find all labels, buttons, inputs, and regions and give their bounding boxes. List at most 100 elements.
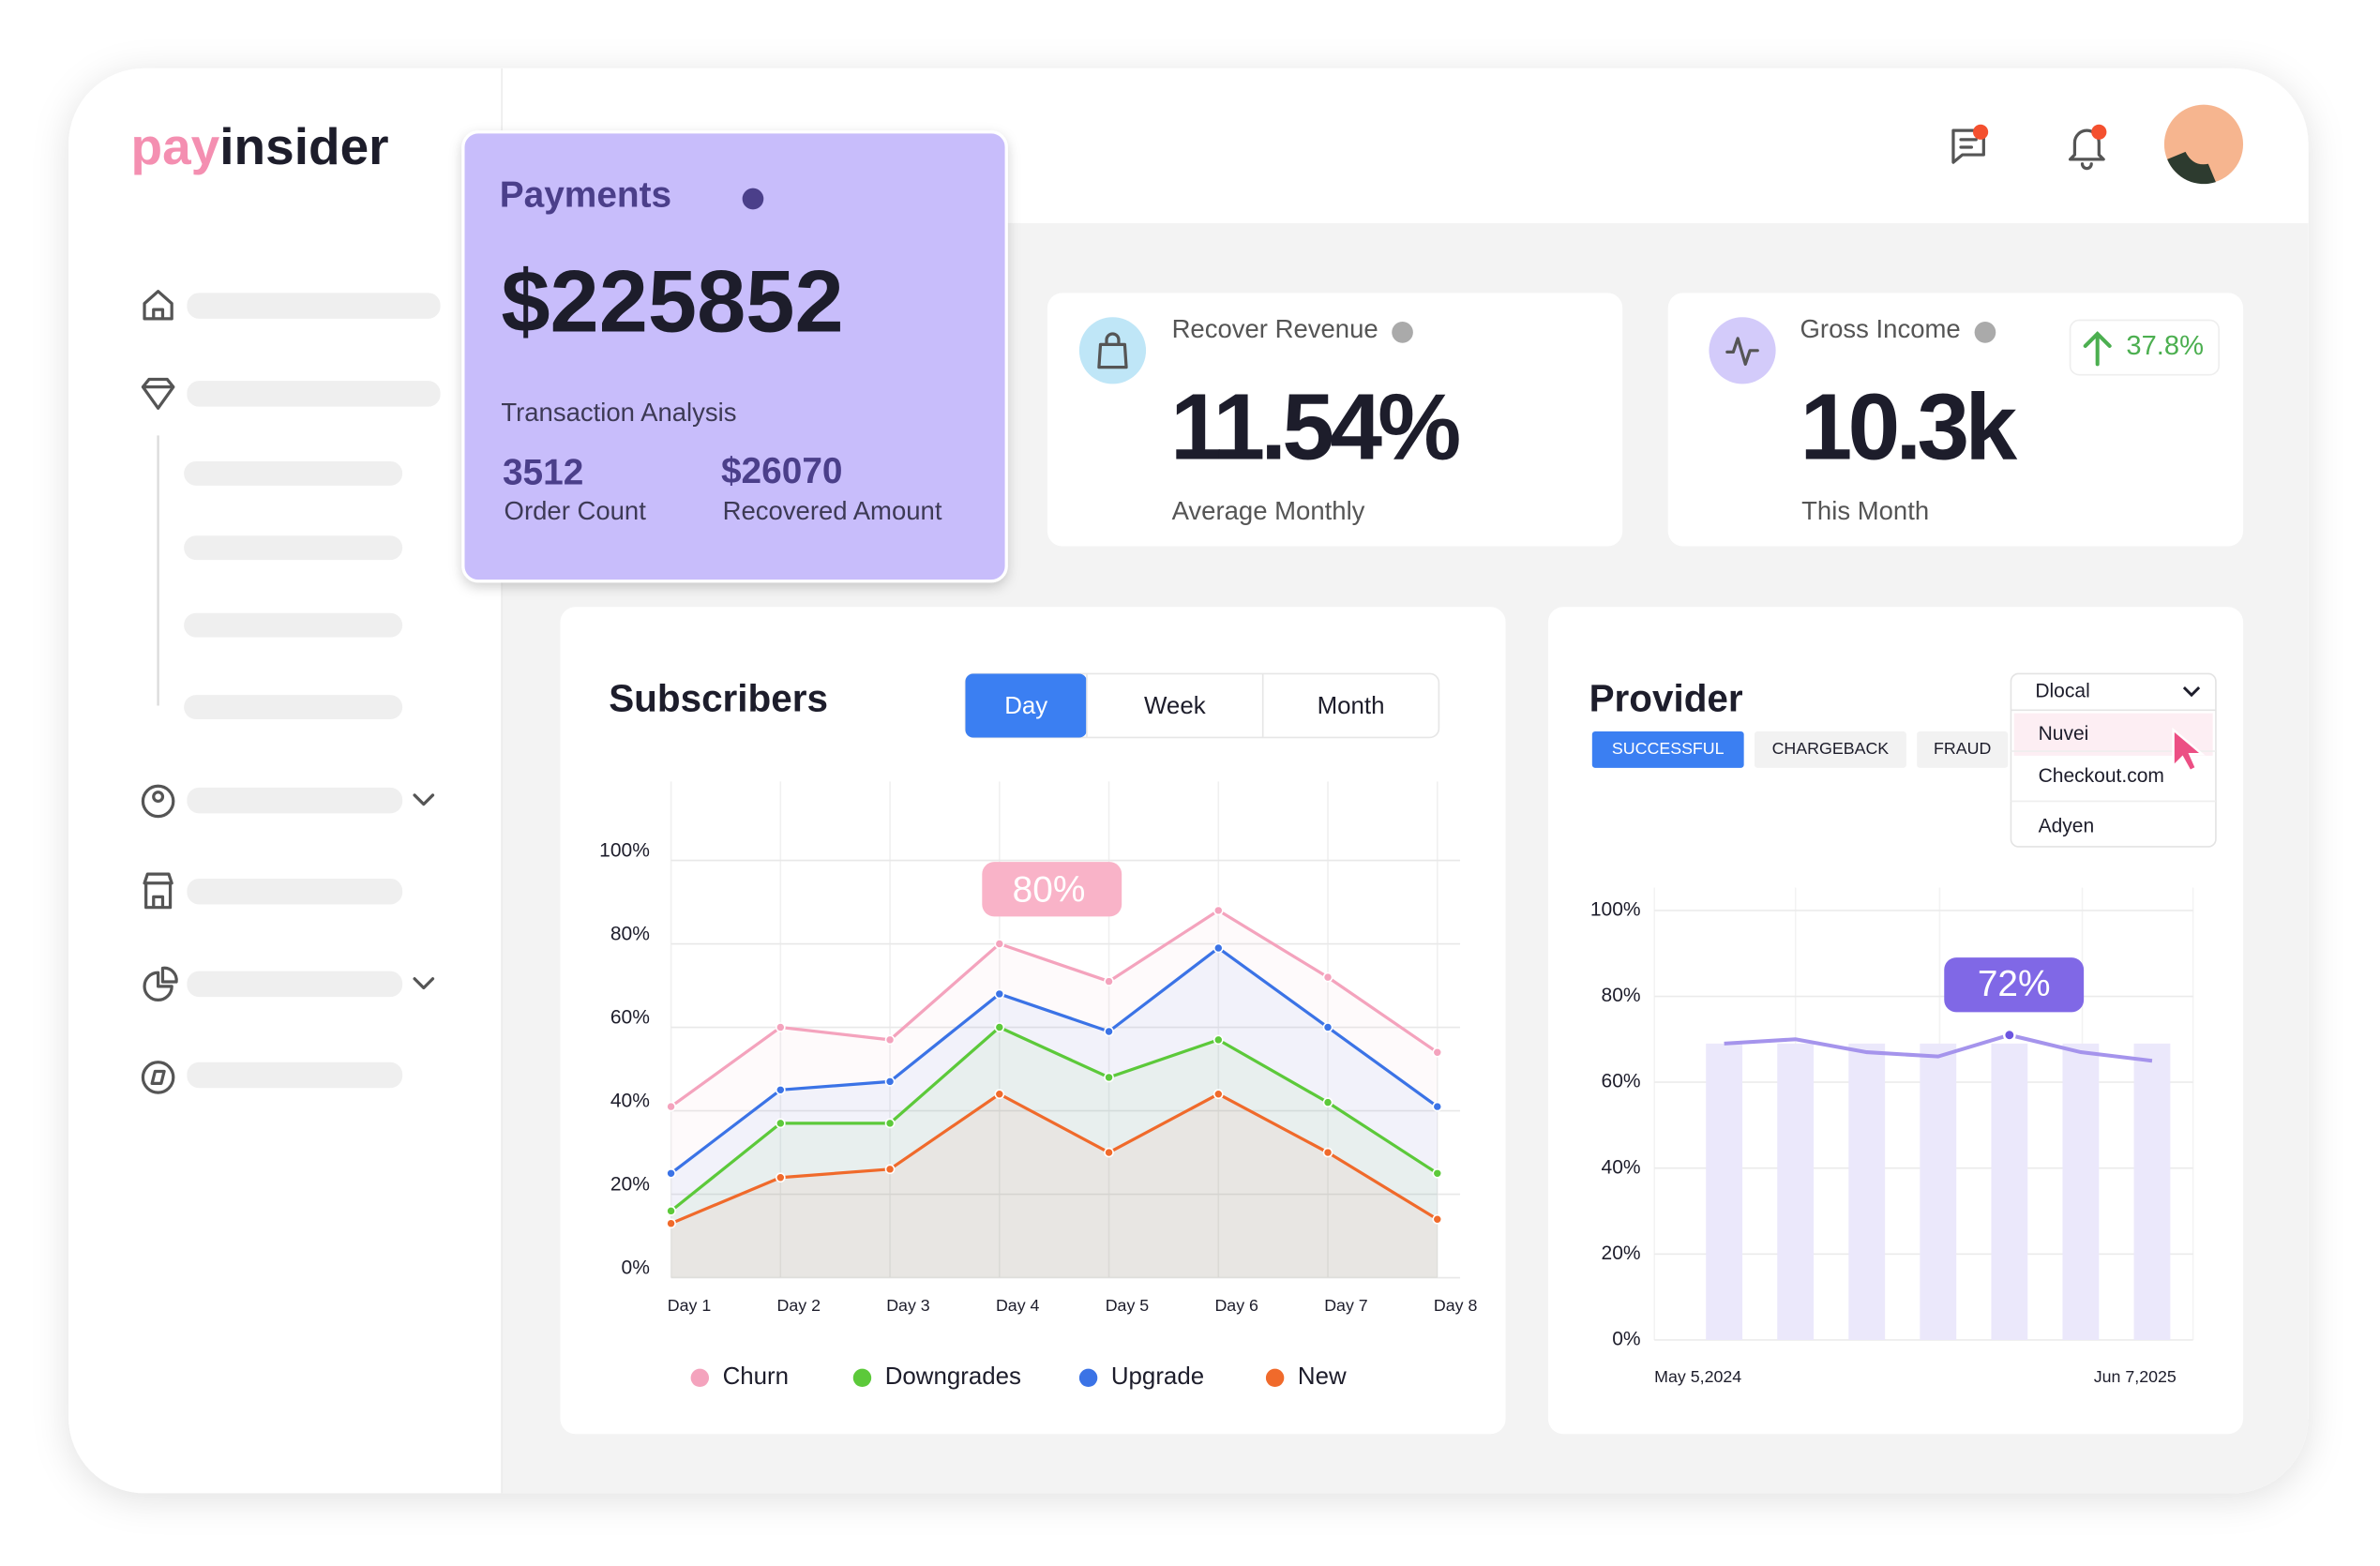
- card-subtitle: Transaction Analysis: [501, 398, 736, 427]
- annotation: 80%: [1013, 870, 1086, 911]
- payments-amount: $225852: [501, 251, 843, 350]
- tab[interactable]: [1754, 730, 1906, 768]
- recover-card: [1047, 293, 1623, 547]
- point: [884, 1164, 896, 1175]
- legend-label: Upgrade: [1111, 1363, 1204, 1390]
- order-count: 3512: [503, 453, 583, 493]
- dropdown-option[interactable]: Adyen: [2039, 815, 2095, 836]
- info-icon[interactable]: [1392, 322, 1413, 343]
- series-line: [1724, 1032, 2153, 1063]
- y-tick-label: 60%: [610, 1006, 650, 1028]
- metric-caption: Average Monthly: [1172, 496, 1365, 525]
- legend-swatch: [690, 1368, 710, 1388]
- point: [1322, 1147, 1333, 1158]
- point: [1322, 1097, 1333, 1107]
- logo: payinsider: [130, 117, 388, 175]
- bell-badge[interactable]: [2091, 124, 2107, 140]
- point: [1213, 905, 1224, 916]
- x-tick-label: Day 6: [1214, 1296, 1258, 1315]
- y-tick-label: 40%: [610, 1090, 650, 1111]
- chat-badge[interactable]: [1973, 124, 1989, 140]
- dropdown-selected[interactable]: Dlocal: [2035, 680, 2089, 701]
- dropdown-option[interactable]: Checkout.com: [2039, 765, 2164, 787]
- x-tick-label: Day 3: [886, 1296, 930, 1315]
- point: [1432, 1101, 1443, 1112]
- point: [1322, 971, 1333, 983]
- y-tick-label: 80%: [610, 923, 650, 944]
- point: [666, 1218, 676, 1229]
- change-value: 37.8%: [2126, 331, 2204, 361]
- x-tick-label: Day 8: [1434, 1296, 1478, 1315]
- x-tick-label: Day 2: [776, 1296, 821, 1315]
- legend-label: Downgrades: [885, 1363, 1021, 1390]
- metric-caption: This Month: [1801, 496, 1929, 525]
- info-icon[interactable]: [742, 188, 764, 210]
- bar: [2133, 1043, 2171, 1340]
- tab-label[interactable]: CHARGEBACK: [1772, 739, 1890, 758]
- order-count-label: Order Count: [505, 496, 647, 525]
- tab[interactable]: Week: [1144, 693, 1206, 719]
- cursor: [2172, 727, 2206, 773]
- tab[interactable]: Month: [1318, 693, 1385, 719]
- series-line: [670, 1025, 1439, 1212]
- card-title: Payments: [500, 175, 671, 216]
- tab-selected[interactable]: [1591, 730, 1744, 768]
- bar: [1920, 1043, 1957, 1340]
- logo-part: insider: [219, 117, 388, 175]
- point: [1432, 1213, 1443, 1225]
- series-line: [670, 1092, 1439, 1226]
- tab[interactable]: Day: [1004, 693, 1047, 719]
- point: [884, 1118, 896, 1129]
- highlight-point: [2002, 1028, 2016, 1042]
- divider: [501, 68, 503, 1494]
- dropdown-option[interactable]: Nuvei: [2039, 723, 2089, 745]
- point: [775, 1172, 786, 1183]
- legend-label: New: [1298, 1363, 1347, 1390]
- legend-swatch: [1078, 1368, 1098, 1388]
- point: [1432, 1167, 1443, 1179]
- x-axis-label: May 5,2024: [1654, 1367, 1741, 1386]
- recovered-amount-label: Recovered Amount: [723, 496, 942, 525]
- legend-swatch: [852, 1368, 872, 1388]
- annotation-box: [982, 862, 1122, 917]
- change-badge: [2069, 319, 2220, 376]
- chart-title: Subscribers: [609, 676, 828, 719]
- payments-card: [461, 130, 1008, 583]
- x-axis-label: Jun 7,2025: [2094, 1367, 2177, 1386]
- x-tick-label: Day 4: [996, 1296, 1040, 1315]
- area-fill: [670, 910, 1438, 1278]
- tab-selected[interactable]: [965, 673, 1087, 738]
- bar: [1848, 1043, 1886, 1340]
- card-title: Gross Income: [1800, 314, 1961, 343]
- point: [1322, 1022, 1333, 1032]
- legend-swatch: [1265, 1368, 1285, 1388]
- point: [666, 1167, 676, 1179]
- y-tick-label: 60%: [1602, 1071, 1641, 1092]
- top-actions: [1951, 104, 2244, 185]
- area-fill: [670, 947, 1438, 1278]
- point: [666, 1205, 676, 1216]
- bar: [1777, 1043, 1815, 1340]
- point: [1104, 1147, 1114, 1158]
- tab[interactable]: [1917, 730, 2009, 768]
- point: [1104, 1072, 1114, 1083]
- point: [1213, 1034, 1224, 1046]
- tab-label[interactable]: SUCCESSFUL: [1612, 739, 1725, 758]
- bar: [2062, 1043, 2100, 1340]
- point: [1104, 976, 1114, 986]
- legend-label: Churn: [723, 1363, 789, 1390]
- y-tick-label: 0%: [1612, 1328, 1640, 1349]
- y-tick-label: 0%: [622, 1257, 650, 1278]
- point: [1104, 1026, 1114, 1037]
- info-icon[interactable]: [1974, 322, 1996, 343]
- point: [666, 1101, 676, 1112]
- y-tick-label: 100%: [1590, 898, 1641, 920]
- y-tick-label: 20%: [1602, 1242, 1641, 1264]
- point: [775, 1022, 786, 1032]
- card-title: Recover Revenue: [1172, 314, 1378, 343]
- sidebar: [141, 290, 441, 1094]
- y-tick-label: 20%: [610, 1173, 650, 1195]
- tab-label[interactable]: FRAUD: [1934, 739, 1991, 758]
- bag-icon: [1078, 317, 1147, 384]
